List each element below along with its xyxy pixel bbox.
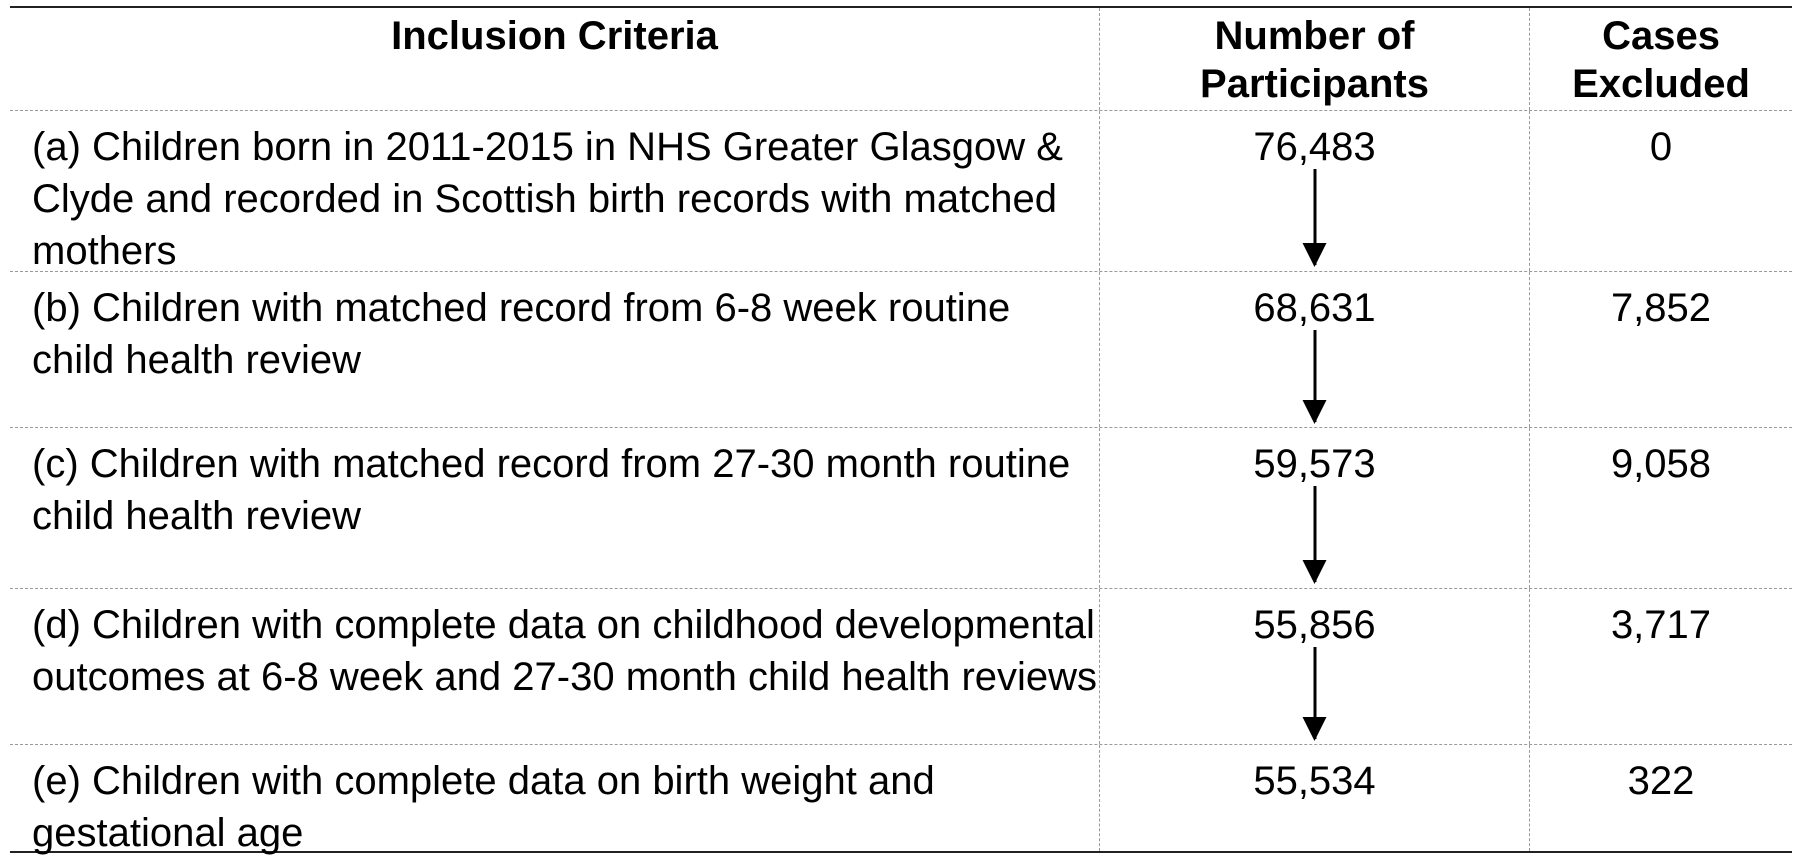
participants-cell: 55,856: [1100, 589, 1530, 744]
participants-value: 59,573: [1253, 442, 1376, 486]
excluded-cell: 322: [1627, 759, 1695, 803]
excluded-cell: 9,058: [1610, 442, 1712, 486]
table-row: (b) Children with matched record from 6-…: [10, 271, 1792, 427]
header-inclusion-criteria: Inclusion Criteria: [10, 8, 1100, 110]
table-header-row: Inclusion Criteria Number of Participant…: [10, 8, 1792, 110]
excluded-cell: 7,852: [1610, 286, 1712, 330]
header-excluded-line2: Excluded: [1572, 62, 1750, 106]
header-number-of-participants: Number of Participants: [1100, 8, 1530, 110]
inclusion-criteria-table: Inclusion Criteria Number of Participant…: [10, 6, 1792, 855]
header-participants-line1: Number of: [1214, 14, 1415, 58]
criteria-cell: (e) Children with complete data on birth…: [10, 745, 1100, 855]
excluded-cell: 0: [1649, 125, 1673, 169]
excluded-cell: 3,717: [1610, 603, 1712, 647]
participants-value: 68,631: [1253, 286, 1376, 330]
header-cases-excluded: Cases Excluded: [1530, 8, 1792, 110]
header-criteria-label: Inclusion Criteria: [391, 14, 718, 58]
table-row: (a) Children born in 2011-2015 in NHS Gr…: [10, 110, 1792, 273]
header-excluded-line1: Cases: [1602, 14, 1720, 58]
criteria-cell: (c) Children with matched record from 27…: [10, 428, 1100, 588]
flow-arrow-down-icon: [1313, 330, 1316, 422]
flow-arrow-down-icon: [1313, 486, 1316, 582]
flow-arrow-down-icon: [1313, 647, 1316, 739]
participants-cell: 68,631: [1100, 272, 1530, 427]
table-row: (d) Children with complete data on child…: [10, 588, 1792, 744]
participants-value: 55,856: [1253, 603, 1376, 647]
participants-cell: 76,483: [1100, 111, 1530, 271]
participants-value: 76,483: [1253, 125, 1376, 169]
criteria-cell: (a) Children born in 2011-2015 in NHS Gr…: [10, 111, 1100, 273]
criteria-cell: (d) Children with complete data on child…: [10, 589, 1100, 744]
table-row: (e) Children with complete data on birth…: [10, 744, 1792, 855]
header-participants-line2: Participants: [1200, 62, 1429, 106]
flow-arrow-down-icon: [1313, 169, 1316, 265]
criteria-cell: (b) Children with matched record from 6-…: [10, 272, 1100, 427]
participants-cell: 55,534: [1100, 745, 1530, 851]
participants-cell: 59,573: [1100, 428, 1530, 588]
table-row: (c) Children with matched record from 27…: [10, 427, 1792, 588]
